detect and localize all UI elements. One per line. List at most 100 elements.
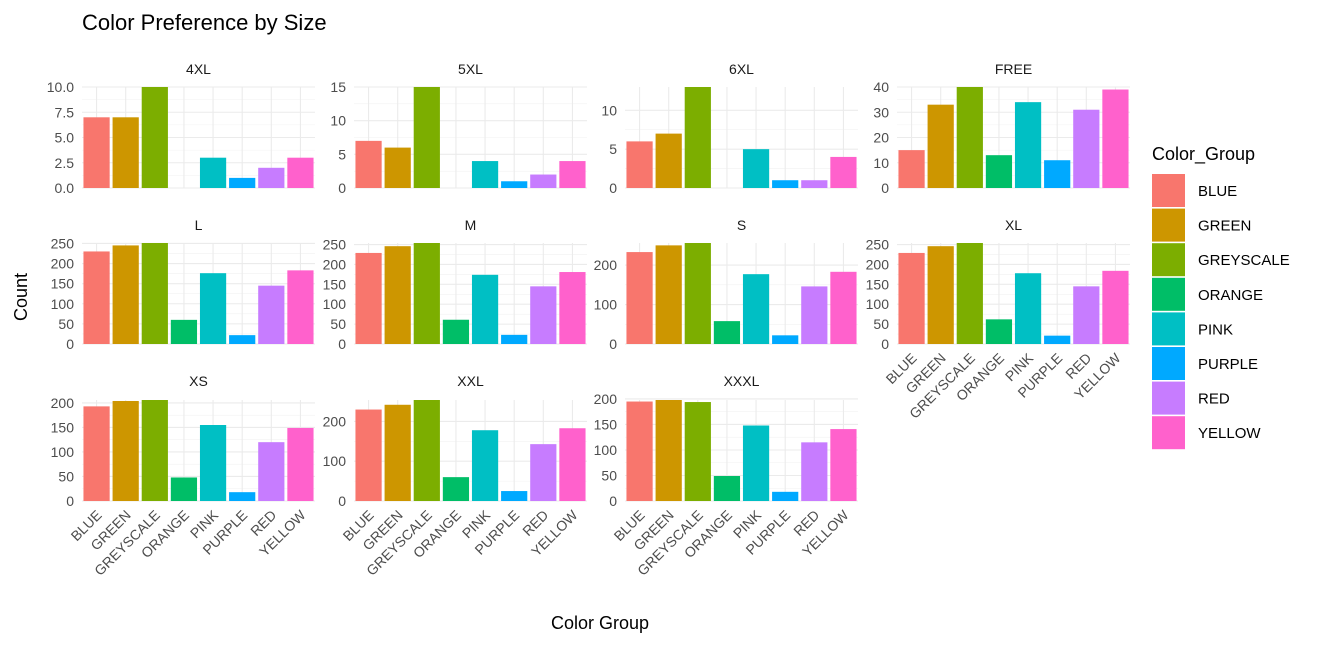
bar-xs-green bbox=[112, 400, 139, 501]
y-axis-title: Count bbox=[11, 273, 31, 321]
facet-panel-xl: XL 0 50 100 150 200 250 bbox=[866, 217, 1130, 352]
facet-panel-xxl: XXL 0 100 200 bbox=[323, 373, 587, 509]
y-tick-label: 0 bbox=[609, 180, 617, 196]
legend-key-pink bbox=[1152, 312, 1185, 346]
y-tick-label: 5 bbox=[338, 146, 346, 162]
facet-panel-6xl: 6XL 0 5 10 bbox=[601, 61, 858, 196]
bar-xxxl-greyscale bbox=[684, 402, 711, 501]
y-tick-label: 5.0 bbox=[55, 130, 75, 146]
facet-strip-label: 4XL bbox=[186, 61, 211, 77]
y-tick-label: 0.0 bbox=[55, 180, 75, 196]
bar-4xl-red bbox=[258, 167, 285, 188]
y-tick-label: 0 bbox=[881, 180, 889, 196]
facet-strip-label: XS bbox=[189, 373, 208, 389]
bar-6xl-greyscale bbox=[684, 87, 711, 188]
y-tick-label: 200 bbox=[51, 395, 75, 411]
bar-4xl-greyscale bbox=[141, 87, 168, 188]
bar-s-blue bbox=[626, 252, 653, 344]
bar-5xl-yellow bbox=[559, 161, 586, 188]
bar-4xl-purple bbox=[229, 177, 256, 188]
bar-6xl-pink bbox=[742, 149, 770, 188]
facet-strip-label: L bbox=[195, 217, 203, 233]
y-tick-label: 150 bbox=[51, 419, 75, 435]
y-tick-label: 50 bbox=[330, 316, 346, 332]
facet-strip-label: XXXL bbox=[724, 373, 760, 389]
y-tick-label: 100 bbox=[594, 297, 618, 313]
y-tick-label: 20 bbox=[873, 130, 889, 146]
bar-5xl-greyscale bbox=[413, 87, 440, 188]
y-tick-label: 250 bbox=[323, 237, 347, 253]
bar-xxl-purple bbox=[501, 491, 528, 501]
y-tick-label: 50 bbox=[58, 468, 74, 484]
y-tick-label: 200 bbox=[594, 391, 618, 407]
y-tick-label: 200 bbox=[866, 256, 890, 272]
facet-panel-l: L 0 50 100 150 200 250 bbox=[51, 217, 315, 352]
facet-strip-label: M bbox=[465, 217, 477, 233]
legend: Color_Group BLUE GREEN GREYSCALE ORANGE PINK… bbox=[1152, 144, 1290, 450]
legend-key-purple bbox=[1152, 347, 1185, 380]
y-tick-label: 0 bbox=[338, 180, 346, 196]
y-tick-label: 200 bbox=[323, 256, 347, 272]
bar-free-pink bbox=[1014, 102, 1042, 188]
bar-s-greyscale bbox=[684, 243, 711, 344]
bar-l-red bbox=[258, 285, 285, 344]
y-tick-label: 0 bbox=[881, 336, 889, 352]
bar-free-blue bbox=[898, 150, 925, 188]
bar-s-green bbox=[655, 245, 682, 344]
bar-xxxl-yellow bbox=[830, 429, 857, 501]
facet-strip-label: 5XL bbox=[458, 61, 483, 77]
bar-xl-blue bbox=[898, 252, 925, 344]
bar-5xl-pink bbox=[471, 161, 499, 188]
y-tick-label: 200 bbox=[594, 257, 618, 273]
bar-xs-greyscale bbox=[141, 400, 168, 501]
bar-xl-green bbox=[927, 246, 954, 344]
bar-free-green bbox=[927, 104, 954, 188]
legend-key-green bbox=[1152, 208, 1185, 242]
facet-panel-free: FREE 0 10 20 30 40 bbox=[873, 61, 1130, 196]
bar-s-purple bbox=[772, 335, 799, 344]
bar-xl-red bbox=[1073, 286, 1100, 344]
bar-5xl-green bbox=[384, 147, 411, 188]
legend-label-greyscale: GREYSCALE bbox=[1198, 252, 1290, 269]
bar-4xl-pink bbox=[199, 157, 227, 188]
bar-xxxl-orange bbox=[713, 476, 741, 501]
chart-title: Color Preference by Size bbox=[82, 10, 327, 35]
y-tick-label: 100 bbox=[323, 453, 347, 469]
bar-l-blue bbox=[83, 251, 110, 344]
y-tick-label: 10 bbox=[601, 102, 617, 118]
bar-s-orange bbox=[713, 321, 741, 344]
bar-m-red bbox=[530, 286, 557, 344]
bar-xxxl-green bbox=[655, 400, 682, 501]
y-tick-label: 200 bbox=[323, 413, 347, 429]
y-tick-label: 0 bbox=[338, 493, 346, 509]
bar-free-red bbox=[1073, 109, 1100, 188]
bar-xxxl-purple bbox=[772, 491, 799, 501]
bar-xs-blue bbox=[83, 406, 110, 501]
bar-xxxl-blue bbox=[626, 401, 653, 501]
y-tick-label: 0 bbox=[609, 493, 617, 509]
y-tick-label: 15 bbox=[330, 79, 346, 95]
legend-label-pink: PINK bbox=[1198, 321, 1233, 338]
y-tick-label: 250 bbox=[866, 237, 890, 253]
x-axis-title: Color Group bbox=[551, 613, 649, 633]
y-tick-label: 150 bbox=[323, 276, 347, 292]
bar-xl-greyscale bbox=[956, 243, 983, 344]
bar-5xl-blue bbox=[355, 140, 382, 188]
bar-6xl-green bbox=[655, 133, 682, 188]
bar-l-yellow bbox=[287, 270, 314, 344]
bar-xxxl-pink bbox=[742, 425, 770, 501]
y-tick-label: 5 bbox=[609, 141, 617, 157]
bar-xl-purple bbox=[1044, 335, 1071, 344]
y-tick-label: 7.5 bbox=[55, 104, 75, 120]
legend-label-green: GREEN bbox=[1198, 218, 1251, 235]
y-tick-label: 0 bbox=[66, 336, 74, 352]
y-tick-label: 150 bbox=[594, 416, 618, 432]
y-tick-label: 50 bbox=[873, 316, 889, 332]
bar-6xl-purple bbox=[772, 180, 799, 188]
legend-label-purple: PURPLE bbox=[1198, 356, 1258, 373]
bar-m-green bbox=[384, 246, 411, 344]
y-tick-label: 0 bbox=[609, 336, 617, 352]
y-tick-label: 2.5 bbox=[55, 155, 75, 171]
bar-6xl-yellow bbox=[830, 156, 857, 188]
bar-5xl-red bbox=[530, 174, 557, 188]
